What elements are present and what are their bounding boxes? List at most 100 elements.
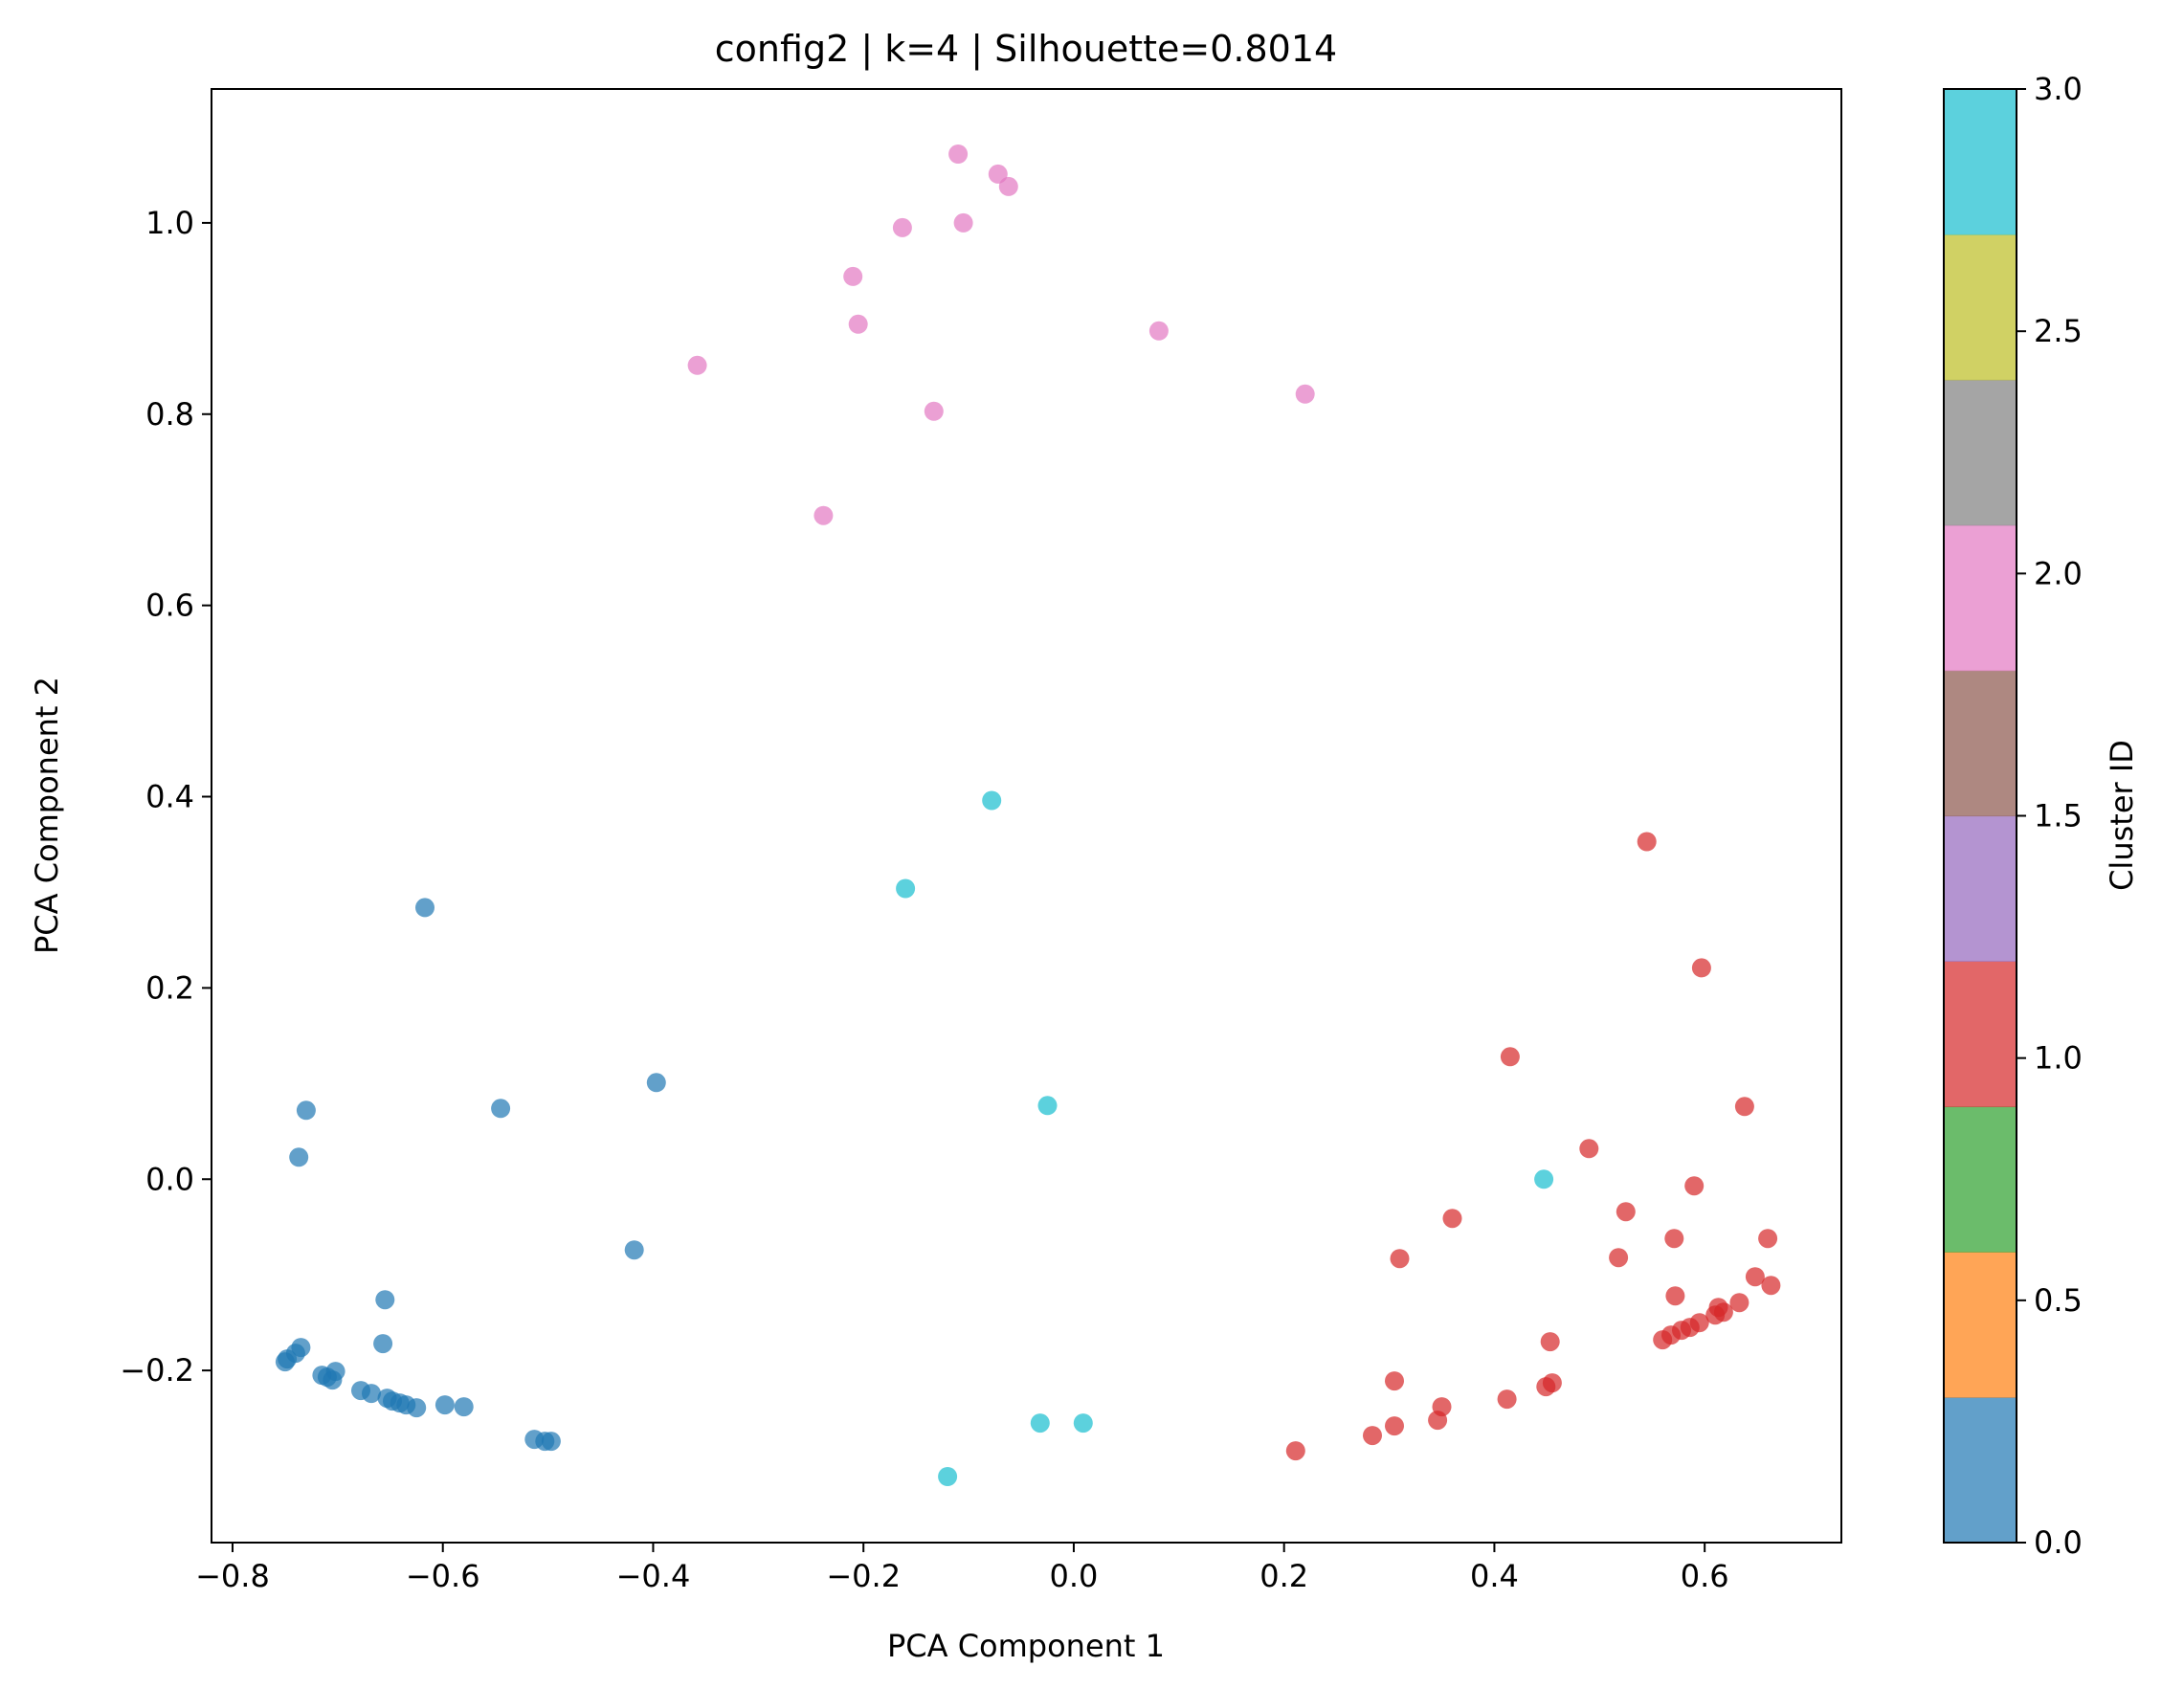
data-point-cluster-0: [375, 1290, 395, 1310]
data-point-cluster-1: [1684, 1176, 1705, 1196]
data-point-cluster-0: [325, 1362, 345, 1382]
colorbar-band: [1944, 1397, 2017, 1544]
data-point-cluster-1: [1745, 1267, 1765, 1287]
x-tick-label: −0.6: [406, 1558, 480, 1594]
data-point-cluster-3: [896, 878, 916, 899]
data-point-cluster-1: [1500, 1047, 1520, 1067]
data-point-cluster-3: [1037, 1096, 1058, 1116]
colorbar-band: [1944, 379, 2017, 526]
data-point-cluster-2: [1148, 321, 1169, 341]
x-axis: −0.8 −0.6 −0.4 −0.2 0.0 0.2 0.4 0.6: [195, 1543, 1729, 1594]
colorbar-tick-label: 2.5: [2034, 313, 2083, 349]
data-point-cluster-0: [289, 1147, 309, 1167]
y-axis: −0.2 0.0 0.2 0.4 0.6 0.8 1.0: [120, 205, 212, 1389]
colorbar-tick-label: 0.0: [2034, 1524, 2083, 1561]
data-point-cluster-0: [362, 1384, 381, 1404]
colorbar-label: Cluster ID: [2104, 740, 2140, 891]
data-point-cluster-3: [1534, 1169, 1554, 1189]
y-tick-label: 1.0: [145, 205, 194, 241]
data-point-cluster-2: [813, 505, 834, 525]
data-point-cluster-1: [1665, 1286, 1685, 1306]
y-tick-label: 0.6: [145, 588, 194, 624]
data-point-cluster-3: [982, 790, 1002, 811]
data-point-cluster-2: [948, 144, 969, 164]
data-point-cluster-1: [1664, 1229, 1684, 1249]
colorbar-tick-label: 3.0: [2034, 71, 2083, 107]
colorbar-tick-label: 1.0: [2034, 1040, 2083, 1077]
y-tick-label: 0.4: [145, 779, 194, 815]
x-axis-label: PCA Component 1: [887, 1628, 1165, 1664]
data-point-cluster-0: [646, 1073, 666, 1093]
colorbar-tick-label: 0.5: [2034, 1282, 2083, 1319]
data-point-cluster-1: [1616, 1202, 1636, 1222]
data-point-cluster-0: [275, 1352, 295, 1372]
data-point-cluster-0: [454, 1397, 474, 1417]
y-tick-label: 0.0: [145, 1161, 194, 1197]
data-point-cluster-1: [1653, 1330, 1673, 1350]
data-point-cluster-3: [938, 1467, 958, 1486]
data-point-cluster-2: [953, 212, 973, 233]
data-point-cluster-1: [1390, 1249, 1410, 1269]
x-tick-label: −0.2: [826, 1558, 901, 1594]
data-point-cluster-1: [1285, 1441, 1305, 1461]
y-tick-label: 0.8: [145, 396, 194, 433]
data-point-cluster-0: [541, 1432, 561, 1452]
data-point-cluster-1: [1758, 1229, 1778, 1249]
data-point-cluster-1: [1761, 1276, 1781, 1296]
data-point-cluster-0: [435, 1395, 455, 1415]
x-tick-label: −0.4: [616, 1558, 691, 1594]
data-point-cluster-3: [1073, 1413, 1093, 1433]
colorbar-band: [1944, 1106, 2017, 1253]
data-point-cluster-1: [1579, 1139, 1599, 1159]
data-point-cluster-1: [1385, 1371, 1404, 1391]
data-point-cluster-1: [1442, 1209, 1462, 1229]
colorbar-band: [1944, 961, 2017, 1107]
y-tick-label: 0.2: [145, 969, 194, 1006]
colorbar-band: [1944, 670, 2017, 817]
data-point-cluster-2: [848, 314, 868, 334]
colorbar-band: [1944, 233, 2017, 381]
x-tick-label: 0.4: [1470, 1558, 1519, 1594]
data-point-cluster-1: [1609, 1248, 1629, 1268]
data-point-cluster-1: [1497, 1389, 1517, 1410]
data-point-cluster-1: [1705, 1305, 1726, 1325]
data-point-cluster-1: [1691, 958, 1711, 978]
colorbar: [1944, 89, 2017, 1544]
data-point-cluster-2: [924, 401, 944, 421]
data-point-cluster-0: [491, 1099, 511, 1119]
y-axis-label: PCA Component 2: [29, 677, 65, 954]
plot-frame: [211, 88, 1842, 1544]
data-point-cluster-0: [373, 1334, 393, 1354]
data-point-cluster-0: [407, 1398, 427, 1418]
data-point-cluster-1: [1637, 832, 1657, 852]
data-point-cluster-3: [1030, 1413, 1050, 1433]
data-point-cluster-1: [1536, 1377, 1556, 1397]
data-point-cluster-1: [1428, 1411, 1448, 1431]
data-point-cluster-1: [1540, 1332, 1560, 1352]
data-point-cluster-2: [843, 266, 863, 286]
data-point-cluster-2: [892, 217, 912, 237]
colorbar-tick-label: 2.0: [2034, 555, 2083, 591]
data-point-cluster-1: [1363, 1426, 1382, 1446]
x-tick-label: 0.0: [1049, 1558, 1098, 1594]
x-tick-label: −0.8: [195, 1558, 270, 1594]
colorbar-band: [1944, 524, 2017, 672]
data-point-cluster-0: [296, 1100, 316, 1121]
colorbar-axis: 0.0 0.5 1.0 1.5 2.0 2.5 3.0: [2017, 71, 2083, 1561]
y-tick-label: −0.2: [120, 1352, 194, 1389]
colorbar-band: [1944, 89, 2017, 235]
data-point-cluster-0: [624, 1240, 644, 1260]
x-tick-label: 0.2: [1259, 1558, 1308, 1594]
chart-title: config2 | k=4 | Silhouette=0.8014: [715, 28, 1337, 71]
data-point-cluster-2: [687, 355, 707, 375]
colorbar-band: [1944, 815, 2017, 962]
data-point-cluster-2: [998, 176, 1018, 196]
data-point-cluster-1: [1729, 1293, 1749, 1313]
points-layer: [275, 144, 1781, 1486]
data-point-cluster-0: [415, 898, 435, 918]
colorbar-band: [1944, 1252, 2017, 1398]
data-point-cluster-1: [1734, 1097, 1754, 1117]
data-point-cluster-1: [1385, 1416, 1404, 1436]
